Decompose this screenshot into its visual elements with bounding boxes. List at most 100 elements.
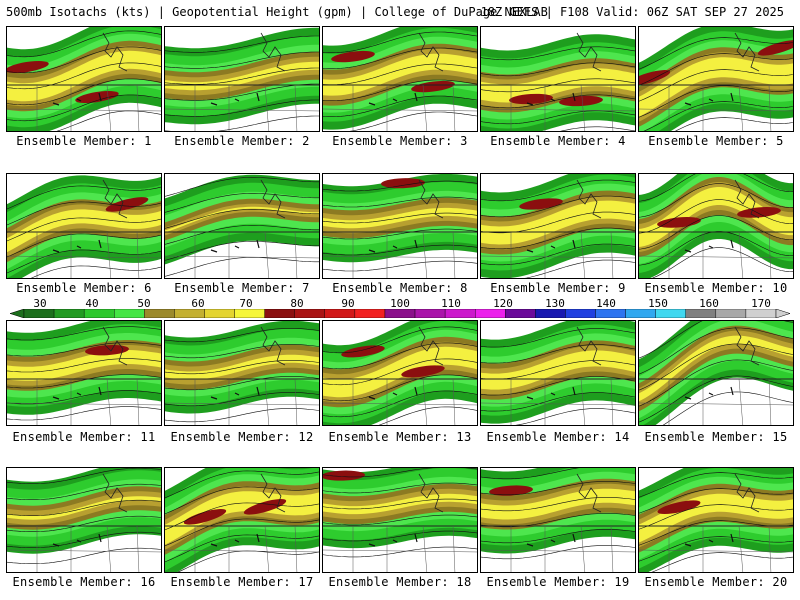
isotach-map-12 xyxy=(165,321,319,425)
ensemble-member-caption: Ensemble Member: 20 xyxy=(644,575,788,589)
jet-max xyxy=(183,509,227,525)
ensemble-member-caption: Ensemble Member: 15 xyxy=(644,430,788,444)
isotach-map-3 xyxy=(323,27,477,131)
colorbar-tick-label: 150 xyxy=(648,297,668,310)
colorbar-tick-label: 50 xyxy=(137,297,151,310)
colorbar-swatch xyxy=(595,309,626,318)
jet-max xyxy=(341,345,385,358)
jet-max xyxy=(243,499,287,515)
ensemble-member-caption: Ensemble Member: 4 xyxy=(490,134,626,148)
ensemble-member-caption: Ensemble Member: 11 xyxy=(12,430,156,444)
isotach-map-2 xyxy=(165,27,319,131)
ensemble-panel-5 xyxy=(638,26,794,132)
colorbar-swatch xyxy=(114,309,145,318)
ensemble-panel-8 xyxy=(322,173,478,279)
colorbar-tick-label: 80 xyxy=(290,297,304,310)
isotach-map-16 xyxy=(7,468,161,572)
jet-max xyxy=(509,93,553,105)
colorbar-tick-label: 30 xyxy=(33,297,47,310)
ensemble-panel-17 xyxy=(164,467,320,573)
ensemble-panel-4 xyxy=(480,26,636,132)
colorbar-swatch xyxy=(685,309,717,318)
ensemble-panel-13 xyxy=(322,320,478,426)
ensemble-panel-14 xyxy=(480,320,636,426)
colorbar-tick-label: 60 xyxy=(191,297,205,310)
ensemble-panel-1 xyxy=(6,26,162,132)
ensemble-member-caption: Ensemble Member: 12 xyxy=(170,430,314,444)
jet-max xyxy=(757,40,793,56)
ensemble-panel-6 xyxy=(6,173,162,279)
colorbar-swatch xyxy=(174,309,205,318)
colorbar-swatch xyxy=(475,309,506,318)
colorbar-swatch xyxy=(23,309,55,318)
isotach-map-20 xyxy=(639,468,793,572)
ensemble-member-caption: Ensemble Member: 10 xyxy=(644,281,788,295)
colorbar-swatches xyxy=(10,309,790,318)
isotach-map-10 xyxy=(639,174,793,278)
ensemble-member-caption: Ensemble Member: 1 xyxy=(16,134,152,148)
ensemble-panel-7 xyxy=(164,173,320,279)
isotach-map-9 xyxy=(481,174,635,278)
colorbar-swatch xyxy=(83,309,115,318)
ensemble-panel-2 xyxy=(164,26,320,132)
ensemble-member-caption: Ensemble Member: 19 xyxy=(486,575,630,589)
jet-max xyxy=(411,80,455,93)
isotach-map-15 xyxy=(639,321,793,425)
ensemble-member-caption: Ensemble Member: 9 xyxy=(490,281,626,295)
isotach-map-19 xyxy=(481,468,635,572)
jet-max xyxy=(657,500,701,515)
colorbar-swatch xyxy=(414,309,446,318)
ensemble-panel-12 xyxy=(164,320,320,426)
jet-max xyxy=(657,217,701,228)
colorbar-swatch xyxy=(505,309,536,318)
ensemble-member-caption: Ensemble Member: 3 xyxy=(332,134,468,148)
colorbar-tick-label: 130 xyxy=(545,297,565,310)
isotach-map-17 xyxy=(165,468,319,572)
ensemble-member-caption: Ensemble Member: 2 xyxy=(174,134,310,148)
map-header: 500mb Isotachs (kts) | Geopotential Heig… xyxy=(0,3,800,21)
colorbar-swatch xyxy=(565,309,596,318)
isotach-map-14 xyxy=(481,321,635,425)
jet-max xyxy=(737,207,781,218)
isotach-map-7 xyxy=(165,174,319,278)
jet-max xyxy=(381,178,425,189)
ensemble-panel-19 xyxy=(480,467,636,573)
ensemble-member-caption: Ensemble Member: 5 xyxy=(648,134,784,148)
colorbar-swatch xyxy=(745,309,777,318)
ensemble-member-caption: Ensemble Member: 6 xyxy=(16,281,152,295)
ensemble-panel-20 xyxy=(638,467,794,573)
colorbar-tick-label: 110 xyxy=(441,297,461,310)
colorbar-swatch xyxy=(444,309,476,318)
isotach-map-1 xyxy=(7,27,161,131)
jet-max xyxy=(7,60,49,74)
ensemble-member-caption: Ensemble Member: 8 xyxy=(332,281,468,295)
colorbar-swatch xyxy=(264,309,295,318)
colorbar-tick-label: 120 xyxy=(493,297,513,310)
ensemble-member-caption: Ensemble Member: 13 xyxy=(328,430,472,444)
colorbar-tick-label: 90 xyxy=(341,297,355,310)
colorbar-labels: 30 40 50 60 70 80 90 100 110 120 130 140 150 160 170 xyxy=(10,297,790,310)
colorbar-swatch xyxy=(655,309,686,318)
colorbar-tick-label: 100 xyxy=(390,297,410,310)
ensemble-member-caption: Ensemble Member: 18 xyxy=(328,575,472,589)
ensemble-panel-10 xyxy=(638,173,794,279)
colorbar-tick-label: 140 xyxy=(596,297,616,310)
colorbar-tick-label: 40 xyxy=(85,297,99,310)
ensemble-panel-18 xyxy=(322,467,478,573)
colorbar-swatch xyxy=(53,309,85,318)
jet-max xyxy=(639,70,671,86)
jet-max xyxy=(105,197,149,212)
colorbar-swatch xyxy=(384,309,416,318)
jet-max xyxy=(489,485,533,496)
ensemble-panel-9 xyxy=(480,173,636,279)
ensemble-panel-16 xyxy=(6,467,162,573)
colorbar-tick-label: 70 xyxy=(239,297,253,310)
jet-max xyxy=(85,345,129,356)
colorbar-tick-label: 160 xyxy=(699,297,719,310)
jet-max xyxy=(331,50,375,63)
isotach-map-5 xyxy=(639,27,793,131)
ensemble-panel-15 xyxy=(638,320,794,426)
isotach-map-8 xyxy=(323,174,477,278)
colorbar-swatch xyxy=(144,309,175,318)
map-title: 500mb Isotachs (kts) | Geopotential Heig… xyxy=(6,5,548,19)
